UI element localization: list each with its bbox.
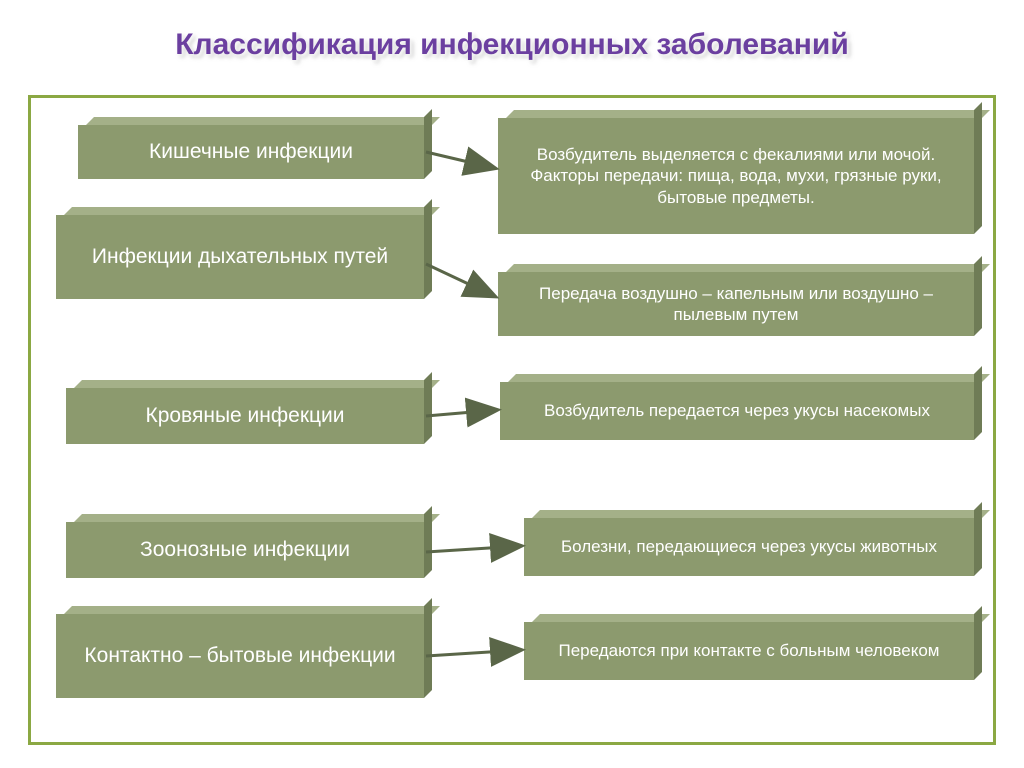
category-box-4: Контактно – бытовые инфекции — [56, 614, 424, 698]
category-box-2-label: Кровяные инфекции — [66, 388, 424, 444]
category-box-4-label: Контактно – бытовые инфекции — [56, 614, 424, 698]
category-box-2: Кровяные инфекции — [66, 388, 424, 444]
description-box-4: Передаются при контакте с больным челове… — [524, 622, 974, 680]
description-box-3-label: Болезни, передающиеся через укусы животн… — [524, 518, 974, 576]
description-box-2-label: Возбудитель передается через укусы насек… — [500, 382, 974, 440]
description-box-1-label: Передача воздушно – капельным или воздуш… — [498, 272, 974, 336]
description-box-4-label: Передаются при контакте с больным челове… — [524, 622, 974, 680]
page-title: Классификация инфекционных заболеваний — [0, 28, 1024, 62]
description-box-0-label: Возбудитель выделяется с фекалиями или м… — [498, 118, 974, 234]
category-box-0-label: Кишечные инфекции — [78, 125, 424, 179]
category-box-3-label: Зоонозные инфекции — [66, 522, 424, 578]
category-box-0: Кишечные инфекции — [78, 125, 424, 179]
description-box-3: Болезни, передающиеся через укусы животн… — [524, 518, 974, 576]
category-box-1: Инфекции дыхательных путей — [56, 215, 424, 299]
description-box-1: Передача воздушно – капельным или воздуш… — [498, 272, 974, 336]
description-box-0: Возбудитель выделяется с фекалиями или м… — [498, 118, 974, 234]
category-box-3: Зоонозные инфекции — [66, 522, 424, 578]
category-box-1-label: Инфекции дыхательных путей — [56, 215, 424, 299]
description-box-2: Возбудитель передается через укусы насек… — [500, 382, 974, 440]
